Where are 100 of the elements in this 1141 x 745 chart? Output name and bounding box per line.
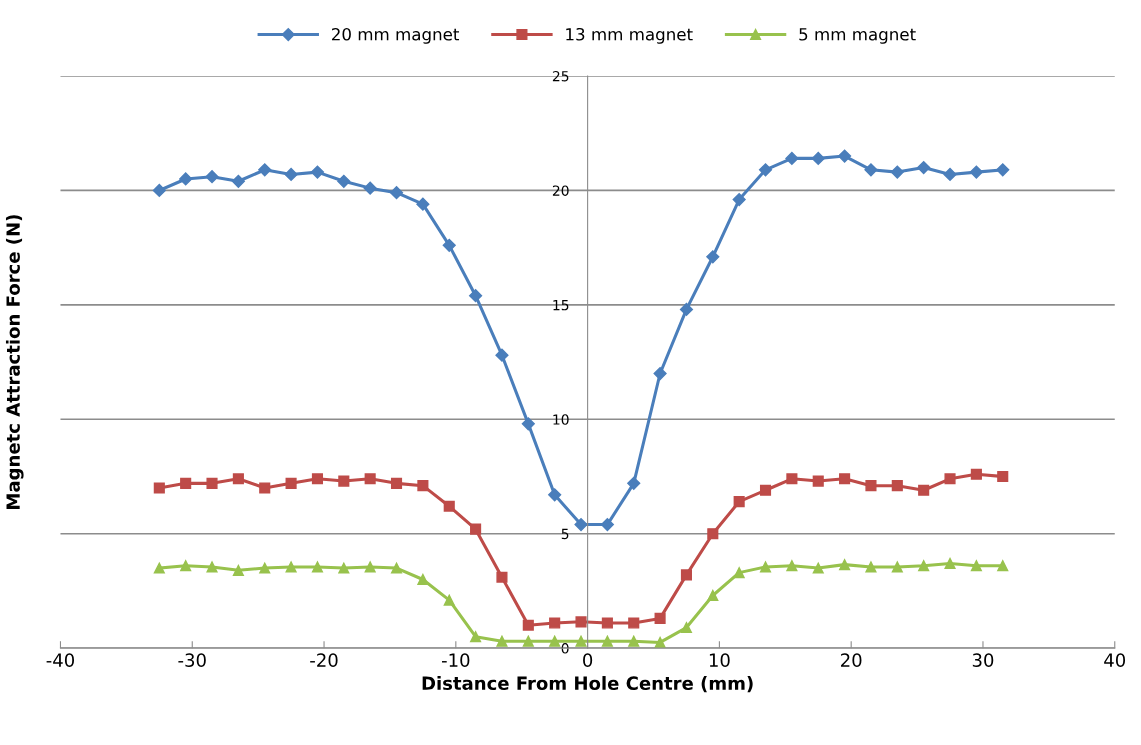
point [549, 617, 561, 629]
point [575, 616, 587, 628]
point [496, 571, 508, 583]
y-tick-label: 5 [561, 528, 569, 540]
point [943, 167, 957, 181]
point [601, 635, 613, 647]
x-tick-label: 30 [972, 653, 994, 667]
point [522, 635, 534, 647]
y-tick-label: 0 [561, 643, 569, 654]
point [284, 167, 298, 181]
point [758, 163, 773, 177]
x-tick-label: 20 [841, 653, 862, 667]
point [812, 562, 824, 574]
point [363, 181, 377, 195]
point [205, 170, 219, 184]
point [891, 561, 903, 573]
point [232, 564, 244, 576]
point [654, 612, 666, 624]
point [970, 468, 982, 480]
point [443, 594, 455, 606]
point [838, 149, 852, 163]
point [549, 635, 561, 647]
point [311, 561, 324, 573]
point [417, 573, 429, 586]
point [285, 477, 297, 489]
point [680, 569, 693, 581]
point [469, 289, 483, 303]
point [496, 635, 508, 647]
point [917, 160, 931, 175]
x-tick-label: -10 [441, 653, 470, 667]
point [364, 561, 376, 573]
point [470, 631, 482, 643]
y-axis-title: Magnetc Attraction Force (N) [5, 215, 24, 509]
point [759, 561, 772, 573]
point [891, 480, 903, 492]
point [521, 417, 535, 431]
point [206, 561, 218, 573]
point [153, 562, 165, 574]
y-tick-label: 25 [552, 70, 569, 82]
y-tick-label: 10 [553, 414, 569, 425]
point [442, 238, 456, 252]
legend-label: 20 mm magnet [332, 27, 460, 44]
point [180, 477, 192, 489]
y-tick-label: 15 [553, 300, 569, 311]
point [416, 197, 430, 211]
point [628, 617, 640, 629]
point [337, 174, 351, 188]
point [785, 151, 799, 165]
point [259, 482, 271, 494]
x-tick-label: 0 [583, 653, 593, 667]
point [548, 488, 562, 502]
point [338, 562, 350, 574]
point [153, 482, 165, 494]
point [969, 165, 983, 179]
point [680, 621, 693, 634]
point [733, 496, 745, 508]
point [417, 480, 429, 492]
point [180, 560, 192, 572]
point [997, 560, 1009, 572]
point [839, 559, 851, 571]
point [706, 250, 720, 264]
point [732, 192, 746, 207]
point [865, 480, 877, 492]
point [918, 484, 930, 496]
point [310, 165, 325, 179]
point [944, 557, 956, 570]
point [285, 561, 297, 573]
point [811, 151, 825, 165]
point [759, 484, 772, 496]
point [600, 517, 614, 532]
point [495, 348, 509, 362]
point [231, 174, 245, 188]
point [522, 619, 534, 631]
point [574, 517, 588, 532]
point [653, 366, 667, 381]
point [443, 500, 455, 512]
point [839, 473, 851, 485]
x-tick-label: 40 [1104, 653, 1126, 667]
point [707, 528, 719, 540]
point [338, 475, 350, 487]
point [707, 589, 719, 602]
point [865, 561, 877, 573]
point [890, 165, 904, 179]
point [206, 477, 218, 489]
point [627, 476, 641, 490]
point [259, 562, 271, 574]
point [864, 163, 878, 177]
point [996, 163, 1010, 177]
point [470, 523, 482, 535]
point [232, 473, 244, 485]
legend-label: 5 mm magnet [799, 28, 916, 44]
x-axis-title: Distance From Hole Centre (mm) [422, 676, 753, 693]
point [601, 617, 613, 629]
point [786, 560, 798, 572]
point [997, 470, 1009, 483]
point [970, 560, 982, 572]
point [179, 172, 193, 186]
point [258, 163, 272, 177]
x-tick-label: 10 [709, 653, 730, 667]
x-tick-label: -40 [46, 653, 75, 667]
